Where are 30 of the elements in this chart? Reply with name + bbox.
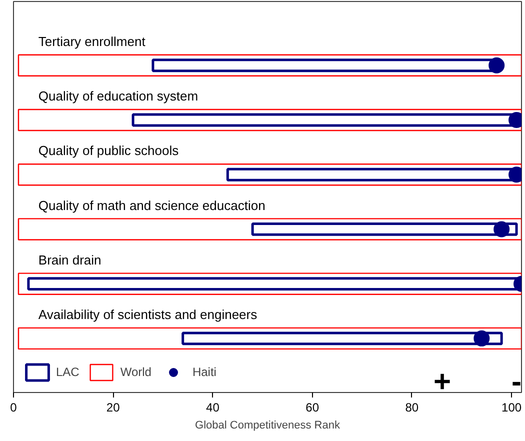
bar — [18, 218, 522, 240]
bar — [182, 332, 503, 346]
x-tick-label: 40 — [206, 400, 220, 414]
annotation: - — [512, 366, 522, 398]
legend-label: Haiti — [192, 365, 216, 379]
x-tick-label: 20 — [106, 400, 120, 414]
y-tick-label: Quality of education system — [38, 88, 198, 104]
point — [474, 330, 490, 346]
bar — [18, 327, 522, 350]
point — [494, 221, 510, 238]
y-tick-label: Quality of public schools — [38, 143, 180, 158]
point — [488, 57, 505, 74]
x-tick-label: 100 — [502, 400, 522, 414]
legend-label: World — [120, 365, 152, 379]
bar — [18, 108, 522, 132]
x-axis-title: Global Competitiveness Rank — [195, 420, 340, 432]
y-tick-label: Quality of math and science educaction — [38, 198, 266, 213]
x-tick-label: 60 — [306, 400, 320, 414]
legend-label: LAC — [56, 365, 80, 379]
bar — [18, 54, 522, 77]
x-tick-label: 80 — [405, 400, 419, 414]
annotation: + — [434, 366, 452, 398]
y-tick-label: Brain drain — [38, 252, 102, 268]
bar — [18, 272, 522, 295]
x-tick-label: 0 — [10, 400, 18, 414]
bar — [18, 164, 522, 186]
bar — [226, 168, 522, 182]
y-tick-label: Availability of scientists and engineers — [38, 307, 258, 322]
bar — [251, 222, 518, 236]
y-tick-label: Tertiary enrollment — [38, 34, 146, 50]
